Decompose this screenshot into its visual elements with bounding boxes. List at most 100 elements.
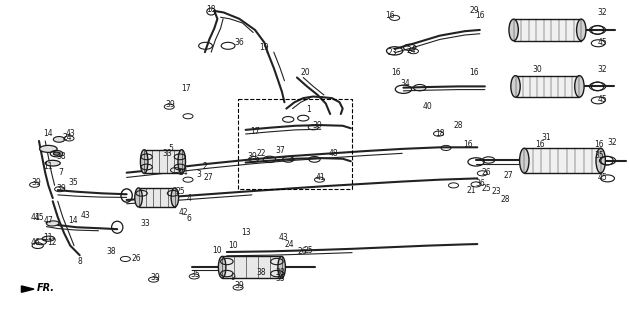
- Text: 10: 10: [213, 246, 222, 255]
- Text: 43: 43: [81, 211, 91, 220]
- Text: 11: 11: [43, 162, 53, 171]
- Text: 24: 24: [407, 46, 416, 55]
- Bar: [238, 99, 352, 188]
- Text: 35: 35: [594, 151, 604, 160]
- Text: 16: 16: [463, 140, 473, 148]
- Ellipse shape: [140, 150, 148, 173]
- Ellipse shape: [511, 76, 520, 97]
- Text: 25: 25: [303, 246, 313, 255]
- Text: 38: 38: [106, 247, 116, 257]
- Text: 47: 47: [43, 216, 53, 225]
- Text: 36: 36: [235, 38, 244, 47]
- Text: 45: 45: [598, 173, 608, 182]
- Text: 34: 34: [401, 79, 410, 88]
- Text: 33: 33: [162, 149, 172, 158]
- Ellipse shape: [47, 221, 59, 226]
- Text: 24: 24: [285, 240, 294, 249]
- Text: 35: 35: [69, 178, 78, 187]
- Text: 37: 37: [275, 146, 285, 155]
- Text: 13: 13: [241, 228, 250, 237]
- Text: 21: 21: [466, 186, 476, 195]
- Text: 27: 27: [504, 172, 513, 180]
- Bar: [516, 76, 579, 97]
- Ellipse shape: [520, 148, 529, 173]
- Text: 16: 16: [469, 68, 479, 77]
- Text: 20: 20: [300, 68, 310, 77]
- Circle shape: [53, 152, 60, 155]
- Text: 35: 35: [275, 275, 285, 284]
- Ellipse shape: [40, 145, 57, 152]
- Text: 17: 17: [250, 127, 260, 136]
- Text: 4: 4: [187, 194, 192, 203]
- Text: 39: 39: [31, 178, 41, 187]
- Text: 24: 24: [178, 168, 188, 177]
- Text: 42: 42: [178, 208, 188, 217]
- Text: 39: 39: [56, 184, 66, 193]
- Text: 38: 38: [257, 268, 266, 277]
- Text: 18: 18: [206, 5, 216, 14]
- Bar: [514, 19, 581, 41]
- Text: 25: 25: [482, 184, 491, 193]
- Text: 23: 23: [388, 48, 398, 57]
- Text: 43: 43: [278, 233, 288, 242]
- Bar: [138, 188, 175, 207]
- Text: 38: 38: [56, 152, 65, 161]
- Text: 31: 31: [542, 133, 551, 142]
- Circle shape: [53, 137, 65, 142]
- Text: 32: 32: [598, 8, 608, 17]
- Text: 43: 43: [65, 129, 75, 138]
- Text: 24: 24: [62, 133, 72, 142]
- Text: 40: 40: [422, 101, 432, 111]
- Text: 32: 32: [598, 65, 608, 74]
- Text: 7: 7: [58, 168, 64, 177]
- Text: 33: 33: [140, 219, 150, 228]
- Text: 39: 39: [235, 281, 244, 290]
- Text: 11: 11: [43, 233, 53, 242]
- Ellipse shape: [178, 150, 186, 173]
- Text: 26: 26: [482, 168, 491, 177]
- Text: 16: 16: [385, 11, 394, 20]
- Text: 1: 1: [306, 105, 311, 114]
- Text: 5: 5: [168, 144, 173, 153]
- Text: 15: 15: [34, 212, 44, 221]
- Text: 39: 39: [247, 152, 257, 161]
- Ellipse shape: [218, 256, 226, 278]
- Text: 27: 27: [203, 173, 213, 182]
- Text: 45: 45: [598, 95, 608, 104]
- Text: 18: 18: [435, 129, 445, 138]
- Text: 39: 39: [165, 100, 175, 109]
- Text: 16: 16: [476, 11, 485, 20]
- Ellipse shape: [171, 188, 179, 207]
- Text: 26: 26: [297, 247, 307, 257]
- Text: 3: 3: [196, 170, 201, 179]
- Ellipse shape: [596, 148, 605, 173]
- Text: 8: 8: [77, 257, 82, 266]
- Text: 32: 32: [607, 138, 617, 147]
- Text: 6: 6: [187, 214, 192, 223]
- Ellipse shape: [42, 236, 55, 241]
- Text: 16: 16: [391, 68, 401, 77]
- Text: 10: 10: [228, 241, 238, 250]
- Text: 28: 28: [501, 195, 510, 204]
- Text: 46: 46: [31, 238, 41, 247]
- Text: 23: 23: [491, 187, 501, 196]
- Bar: [525, 148, 601, 173]
- Text: 44: 44: [31, 212, 41, 221]
- Polygon shape: [21, 286, 34, 292]
- Text: 25: 25: [175, 187, 185, 196]
- Bar: [144, 150, 182, 173]
- Text: 9: 9: [231, 273, 235, 282]
- Text: 14: 14: [43, 129, 53, 138]
- Text: 2: 2: [203, 162, 208, 171]
- Text: FR.: FR.: [36, 283, 55, 293]
- Text: 14: 14: [69, 216, 78, 225]
- Ellipse shape: [509, 19, 518, 41]
- Text: 16: 16: [535, 140, 545, 148]
- Text: 16: 16: [594, 140, 604, 148]
- Text: 45: 45: [598, 38, 608, 47]
- Text: 39: 39: [150, 273, 160, 282]
- Text: 22: 22: [257, 149, 266, 158]
- Text: 30: 30: [532, 65, 542, 74]
- Text: 35: 35: [191, 270, 201, 279]
- Text: 41: 41: [316, 173, 326, 182]
